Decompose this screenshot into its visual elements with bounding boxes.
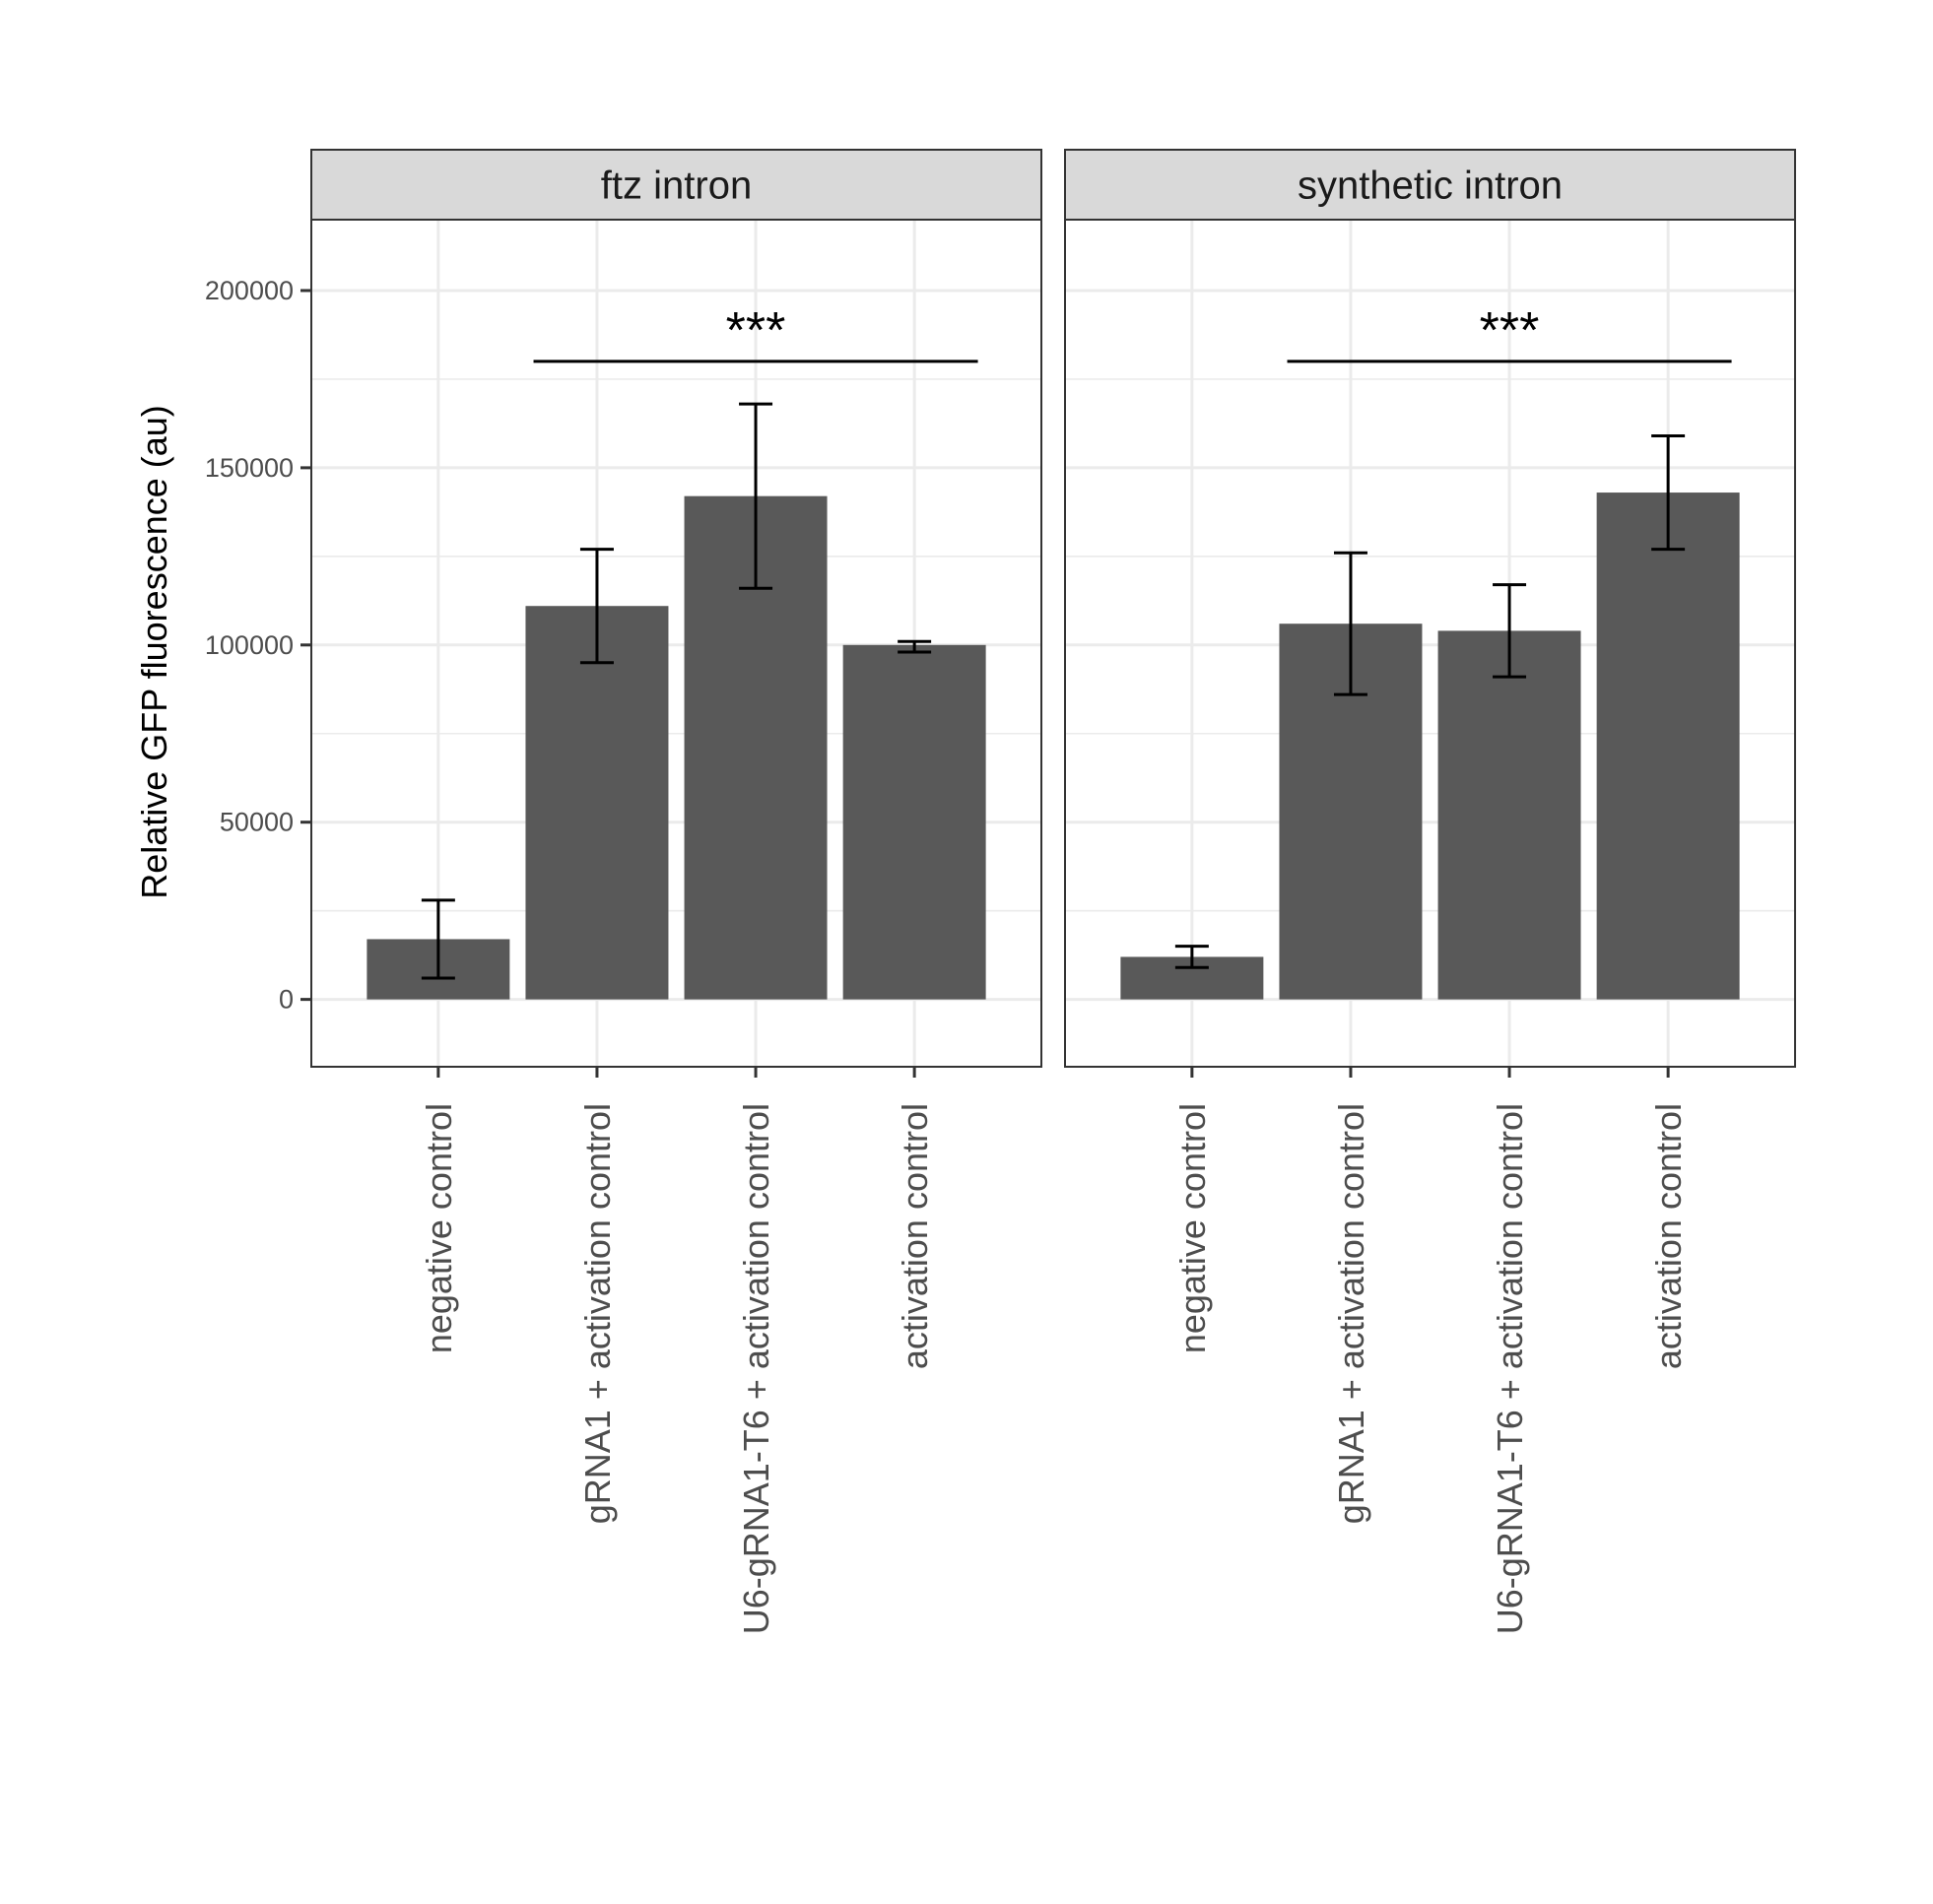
facet-strip [310, 149, 1042, 221]
significance-label: *** [726, 302, 786, 360]
x-tick-label: negative control [1172, 1103, 1213, 1353]
facet-strip-label: ftz intron [601, 164, 752, 208]
x-tick-label: gRNA1 + activation control [577, 1103, 618, 1524]
facet-strip-label: synthetic intron [1298, 164, 1563, 208]
bar [1437, 630, 1581, 1000]
x-tick-label: negative control [419, 1103, 459, 1353]
y-axis-label: Relative GFP fluorescence (au) [134, 405, 174, 899]
y-tick-label: 0 [279, 985, 294, 1015]
x-tick-label: U6-gRNA1-T6 + activation control [1490, 1103, 1530, 1634]
y-tick-label: 150000 [205, 453, 294, 483]
y-tick-label: 100000 [205, 630, 294, 660]
bar [842, 644, 986, 1000]
significance-label: *** [1480, 302, 1540, 360]
x-tick-label: activation control [1648, 1103, 1689, 1369]
x-tick-label: gRNA1 + activation control [1331, 1103, 1371, 1524]
y-tick-label: 50000 [220, 808, 294, 837]
facet-strip [1064, 149, 1796, 221]
bar [525, 606, 669, 1000]
bar [1596, 492, 1740, 1000]
x-tick-label: U6-gRNA1-T6 + activation control [736, 1103, 776, 1634]
x-tick-label: activation control [895, 1103, 935, 1369]
y-tick-label: 200000 [205, 276, 294, 305]
